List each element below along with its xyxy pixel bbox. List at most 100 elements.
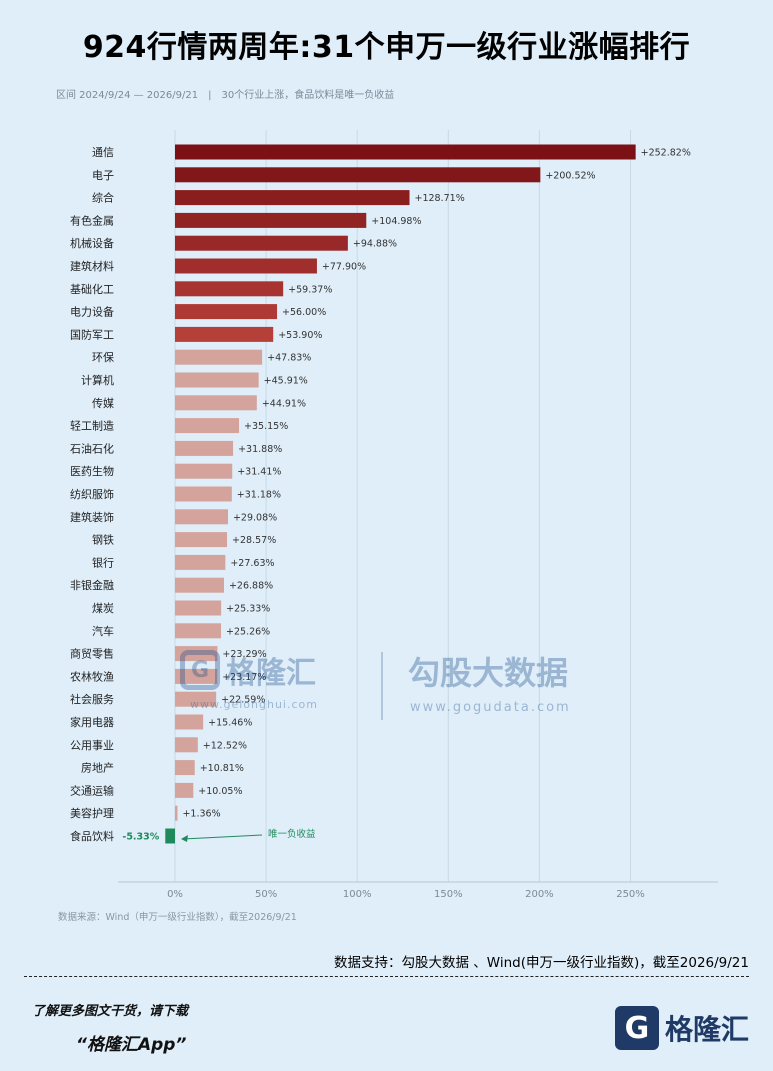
category-label-13: 石油石化 xyxy=(70,441,114,455)
bar-18 xyxy=(175,554,226,570)
category-label-5: 建筑材料 xyxy=(70,259,114,273)
value-label-19: +26.88% xyxy=(229,581,273,592)
category-label-21: 汽车 xyxy=(92,624,114,638)
bar-6 xyxy=(175,281,284,297)
x-tick-label-3: 150% xyxy=(434,889,463,900)
value-label-6: +59.37% xyxy=(288,284,332,295)
value-label-29: +1.36% xyxy=(182,809,220,820)
data-support: 数据支持：勾股大数据 、Wind(申万一级行业指数)，截至2026/9/21 xyxy=(334,955,749,971)
category-label-12: 轻工制造 xyxy=(70,419,114,433)
value-label-21: +25.26% xyxy=(226,626,270,637)
annotation-arrow-line xyxy=(182,834,263,840)
category-label-26: 公用事业 xyxy=(70,739,114,752)
date-range: 区间 2024/9/24 — 2026/9/21 xyxy=(56,90,199,101)
bar-9 xyxy=(175,349,263,365)
value-label-23: +23.17% xyxy=(222,672,266,683)
x-tick-label-5: 250% xyxy=(616,889,645,900)
value-label-11: +44.91% xyxy=(262,398,306,409)
annotation-text: 唯一负收益 xyxy=(268,828,316,840)
value-label-13: +31.88% xyxy=(238,444,282,455)
brand-logo-icon: G xyxy=(614,1006,659,1050)
x-tick-label-4: 200% xyxy=(525,889,554,900)
value-label-27: +10.81% xyxy=(200,763,244,774)
bar-16 xyxy=(175,509,228,525)
x-tick-label-1: 50% xyxy=(255,889,277,900)
category-label-4: 机械设备 xyxy=(70,236,114,250)
value-label-30: -5.33% xyxy=(122,832,159,843)
value-label-17: +28.57% xyxy=(232,535,276,546)
category-label-25: 家用电器 xyxy=(70,715,114,729)
bar-29 xyxy=(175,805,178,821)
value-label-2: +128.71% xyxy=(415,193,465,204)
value-label-10: +45.91% xyxy=(264,376,308,387)
bar-11 xyxy=(175,395,257,411)
category-label-18: 银行 xyxy=(92,555,114,569)
bar-28 xyxy=(175,782,194,798)
value-label-20: +25.33% xyxy=(226,604,270,615)
category-label-11: 传媒 xyxy=(92,397,114,410)
value-label-25: +15.46% xyxy=(208,718,252,729)
bar-15 xyxy=(175,486,232,502)
bar-20 xyxy=(175,600,222,616)
category-label-16: 建筑装饰 xyxy=(70,510,114,524)
bar-4 xyxy=(175,235,348,251)
x-tick-label-0: 0% xyxy=(167,889,183,900)
footer-divider xyxy=(24,976,749,977)
category-label-29: 美容护理 xyxy=(70,806,114,820)
subtitle-separator: | xyxy=(208,90,212,101)
watermark-divider xyxy=(381,652,383,720)
bar-30 xyxy=(165,828,175,844)
category-label-17: 钢铁 xyxy=(92,534,114,547)
category-label-7: 电力设备 xyxy=(70,305,114,319)
bar-24 xyxy=(175,691,217,707)
category-label-15: 纺织服饰 xyxy=(70,487,114,501)
category-label-24: 社会服务 xyxy=(70,692,114,706)
value-label-0: +252.82% xyxy=(641,148,691,159)
value-label-5: +77.90% xyxy=(322,262,366,273)
annotation-arrow-head xyxy=(181,835,188,842)
bar-8 xyxy=(175,326,274,342)
category-label-3: 有色金属 xyxy=(70,213,114,227)
value-label-9: +47.83% xyxy=(267,353,311,364)
value-label-12: +35.15% xyxy=(244,421,288,432)
value-label-14: +31.41% xyxy=(237,467,281,478)
value-label-1: +200.52% xyxy=(545,170,595,181)
category-label-28: 交通运输 xyxy=(70,783,114,797)
subtitle-note: 30个行业上涨，食品饮料是唯一负收益 xyxy=(221,90,395,101)
chart-subtitle: 区间 2024/9/24 — 2026/9/21 | 30个行业上涨，食品饮料是唯一… xyxy=(56,86,394,101)
category-label-2: 综合 xyxy=(92,191,114,205)
category-label-8: 国防军工 xyxy=(70,327,114,341)
bar-5 xyxy=(175,258,317,274)
bar-12 xyxy=(175,418,240,434)
category-label-0: 通信 xyxy=(92,146,114,159)
category-label-9: 环保 xyxy=(92,350,114,364)
category-label-10: 计算机 xyxy=(81,373,114,387)
category-label-23: 农林牧渔 xyxy=(70,669,114,683)
data-source: 数据来源：Wind（申万一级行业指数），截至2026/9/21 xyxy=(58,912,297,923)
category-label-6: 基础化工 xyxy=(70,282,114,296)
bar-3 xyxy=(175,212,367,228)
value-label-8: +53.90% xyxy=(278,330,322,341)
bar-27 xyxy=(175,760,195,776)
bar-23 xyxy=(175,668,218,684)
value-label-3: +104.98% xyxy=(371,216,421,227)
value-label-15: +31.18% xyxy=(237,490,281,501)
bar-22 xyxy=(175,646,218,662)
bar-2 xyxy=(175,190,410,206)
category-label-30: 食品饮料 xyxy=(70,829,114,843)
category-label-19: 非银金融 xyxy=(70,578,114,592)
value-label-24: +22.59% xyxy=(221,695,265,706)
promo-text: 了解更多图文干货，请下载 xyxy=(32,1004,189,1019)
value-label-7: +56.00% xyxy=(282,307,326,318)
brand-logo[interactable]: G 格隆汇 xyxy=(614,1006,749,1050)
bar-14 xyxy=(175,463,233,479)
value-label-28: +10.05% xyxy=(198,786,242,797)
category-label-20: 煤炭 xyxy=(92,602,114,615)
bar-19 xyxy=(175,577,224,593)
bar-17 xyxy=(175,532,228,548)
value-label-4: +94.88% xyxy=(353,239,397,250)
app-name: “格隆汇App” xyxy=(76,1035,187,1055)
brand-name: 格隆汇 xyxy=(664,1013,749,1046)
category-label-22: 商贸零售 xyxy=(70,647,114,661)
category-label-1: 电子 xyxy=(92,169,114,182)
